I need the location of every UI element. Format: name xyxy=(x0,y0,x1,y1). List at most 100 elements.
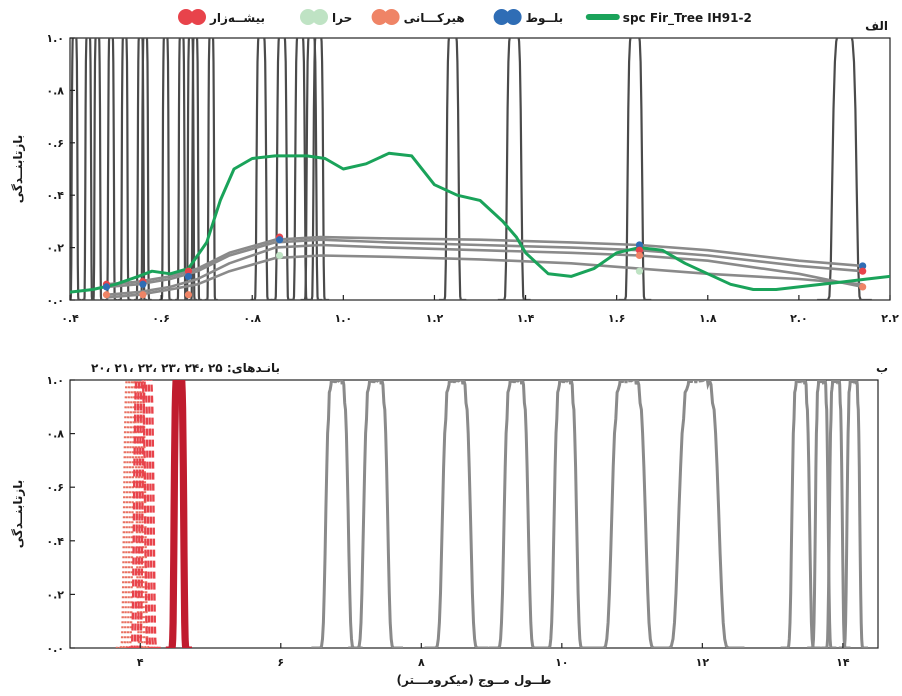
legend-label: بلــوط xyxy=(526,11,564,26)
band-response-curve xyxy=(138,38,152,300)
series-line-gray xyxy=(106,238,863,289)
y-tick-label: ۰.۲ xyxy=(46,588,64,601)
x-axis-label-bottom: (طــول مــوج (میکرومـــتر xyxy=(397,673,552,688)
panel-top-tag: الف xyxy=(865,19,888,33)
class-marker xyxy=(184,291,193,299)
legend-item: بلــوط xyxy=(493,9,564,26)
class-marker xyxy=(102,291,111,299)
y-tick-label: ۰.۶ xyxy=(46,481,64,494)
legend-swatch xyxy=(493,9,510,25)
x-tick-label: ۰.۸ xyxy=(243,312,261,325)
series-line-fir-tree xyxy=(70,151,890,294)
y-tick-label: ۰.۶ xyxy=(46,137,64,150)
x-tick-label: ۱۲ xyxy=(696,656,710,669)
y-ticks-top: ۰.۰ ۰.۲ ۰.۴ ۰.۶ ۰.۸ ۱.۰ xyxy=(46,32,75,307)
series-line-gray xyxy=(106,243,863,297)
legend-label: هیرکـــانی xyxy=(404,11,465,25)
panel-bottom: ۴ ۶ ۸ ۱۰ ۱۲ ۱۴ ۰.۰ ۰.۲ ۰.۴ ۰.۶ ۰.۸ ۱.۰ ب بانـدهای:… xyxy=(11,361,888,688)
x-ticks-bottom: ۴ ۶ ۸ ۱۰ ۱۲ ۱۴ xyxy=(137,643,850,669)
y-tick-label: ۰.۰ xyxy=(46,294,64,307)
gray-band-curve xyxy=(590,380,667,648)
class-marker xyxy=(635,246,644,254)
class-marker xyxy=(184,267,193,275)
x-tick-label: ۶ xyxy=(277,656,284,669)
class-marker xyxy=(139,280,147,288)
x-tick-label: ۱.۲ xyxy=(426,312,444,325)
x-ticks-top: ۰.۴ ۰.۶ ۰.۸ ۱.۰ ۱.۲ ۱.۴ ۱.۶ ۱.۸ ۲.۰ ۲.۲ xyxy=(61,295,899,325)
gray-band-curve xyxy=(348,380,403,648)
class-marker xyxy=(635,267,644,275)
band-response-curve xyxy=(118,38,132,300)
y-axis-label-bottom: بازتابنــدگی xyxy=(11,480,25,549)
panel-top-frame xyxy=(69,37,891,301)
legend-swatch xyxy=(312,9,328,25)
panel-bottom-tag: ب xyxy=(876,361,888,375)
class-marker xyxy=(859,283,867,291)
band-response-curve xyxy=(618,38,652,300)
y-tick-label: ۰.۰ xyxy=(46,642,64,655)
class-marker xyxy=(139,291,147,299)
class-marker xyxy=(859,262,867,270)
bands-note: بانـدهای: ۲۵ ،۲۴ ،۲۳ ،۲۲ ،۲۱ ،۲۰ xyxy=(91,361,280,375)
band-response-curve xyxy=(134,38,148,300)
legend-item: بیشــه‌زار xyxy=(178,9,265,25)
series-line-gray xyxy=(106,254,863,299)
legend-swatch xyxy=(383,9,400,25)
band-response-curve xyxy=(90,38,104,300)
x-tick-label: ۱۰ xyxy=(555,656,568,669)
y-tick-label: ۱.۰ xyxy=(46,374,64,387)
band-response-curve xyxy=(307,38,330,300)
legend-item: spc Fir_Tree IH91-2 xyxy=(585,11,752,26)
y-ticks-bottom: ۰.۰ ۰.۲ ۰.۴ ۰.۶ ۰.۸ ۱.۰ xyxy=(46,374,75,655)
legend-swatch xyxy=(300,9,316,25)
legend-label: spc Fir_Tree IH91-2 xyxy=(623,11,752,26)
y-tick-label: ۰.۴ xyxy=(46,535,64,548)
red-band-curves xyxy=(115,380,192,648)
class-marker xyxy=(102,283,111,291)
legend-label: بیشــه‌زار xyxy=(209,11,265,25)
legend-swatch xyxy=(371,9,388,25)
y-tick-label: ۰.۴ xyxy=(46,189,64,202)
legend-swatch xyxy=(190,9,206,25)
legend-swatch xyxy=(505,9,522,25)
band-response-curve xyxy=(159,38,173,300)
gray-band-curve xyxy=(653,380,745,648)
x-tick-label: ۱.۰ xyxy=(335,312,353,325)
legend: بیشــه‌زار حرا هیرکـــانی بلــوط spc Fir_Tre… xyxy=(178,9,752,26)
x-tick-label: ۴ xyxy=(137,656,144,669)
gray-band-curve xyxy=(488,380,544,648)
class-marker xyxy=(859,267,867,275)
class-marker xyxy=(184,272,193,281)
x-tick-label: ۱.۴ xyxy=(517,312,535,325)
legend-item: هیرکـــانی xyxy=(371,9,465,25)
panel-top: ۰.۴ ۰.۶ ۰.۸ ۱.۰ ۱.۲ ۱.۴ ۱.۶ ۱.۸ ۲.۰ ۲.۲ ۰.۰ ۰.۲ ۰.۴… xyxy=(11,19,899,325)
class-marker xyxy=(635,251,644,260)
spectra-lines xyxy=(70,151,890,299)
x-tick-label: ۲.۰ xyxy=(790,312,808,325)
band-response-curve xyxy=(270,38,293,300)
gray-band-curve xyxy=(424,380,489,648)
x-tick-label: ۱.۸ xyxy=(699,312,717,325)
x-tick-label: ۸ xyxy=(418,656,425,669)
x-tick-label: ۰.۴ xyxy=(61,312,79,325)
x-tick-label: ۰.۶ xyxy=(152,312,170,325)
x-tick-label: ۲.۲ xyxy=(881,312,899,325)
gray-band-curves xyxy=(311,380,868,648)
class-marker xyxy=(275,251,284,260)
y-tick-label: ۱.۰ xyxy=(46,32,64,45)
gray-band-curve xyxy=(539,380,591,648)
gray-band-curve xyxy=(311,380,363,648)
y-tick-label: ۰.۸ xyxy=(46,84,64,97)
band-response-curve xyxy=(175,38,189,300)
class-marker xyxy=(275,236,284,244)
band-response-curve xyxy=(81,38,95,300)
panel-bottom-frame xyxy=(69,379,879,649)
band-response-curve xyxy=(104,38,118,300)
series-line-gray xyxy=(106,235,863,286)
class-marker xyxy=(635,241,644,249)
class-markers xyxy=(102,233,867,299)
legend-label: حرا xyxy=(332,11,352,25)
x-tick-label: ۱.۶ xyxy=(608,312,626,325)
band-response-curve xyxy=(817,38,872,300)
